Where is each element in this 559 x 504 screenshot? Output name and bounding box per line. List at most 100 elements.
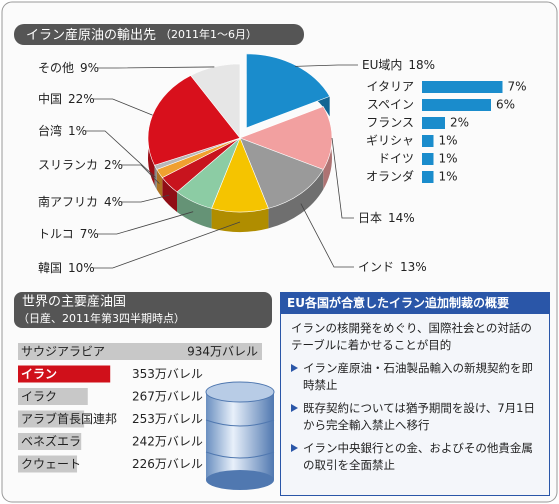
pie-slice	[239, 106, 333, 170]
pie-slice	[246, 53, 331, 129]
leader-line	[121, 164, 160, 184]
title-box	[14, 24, 304, 45]
value-label: 1%	[439, 152, 458, 166]
pie-label: スリランカ 2%	[38, 158, 123, 172]
panel-item: イラン産原油・石油製品輸入の新規契約を即時禁止	[291, 360, 539, 394]
chart-subtitle: （日産、2011年第3四半期時点）	[18, 311, 185, 325]
panel-item: 既存契約については猶予期間を設け、7月1日から完全輸入禁止へ移行	[291, 400, 539, 434]
bar	[18, 433, 82, 450]
bar	[422, 135, 434, 147]
value-label: 934万バレル	[187, 345, 258, 359]
leader-line	[92, 98, 153, 116]
category-label: イラン	[21, 367, 57, 381]
bar	[422, 81, 503, 93]
slice-side	[156, 169, 163, 198]
category-label: アラブ首長国連邦	[21, 411, 117, 426]
category-label: 中国	[38, 91, 62, 106]
value-label: 2%	[450, 116, 469, 130]
category-label: ドイツ	[378, 152, 414, 166]
pie-label: トルコ 7%	[38, 227, 99, 241]
pie-label: 中国 22%	[38, 91, 95, 106]
category-label: EU域内	[362, 58, 402, 72]
value-label: 10%	[68, 261, 95, 275]
value-label: 13%	[400, 260, 427, 274]
leader-line	[97, 66, 215, 69]
category-label: ベネズエラ	[21, 434, 81, 449]
category-label: イタリア	[366, 80, 414, 94]
slice-side	[162, 177, 178, 212]
value-label: 6%	[496, 98, 515, 112]
category-label: 日本	[358, 211, 382, 225]
bar	[422, 153, 434, 165]
barrel	[205, 381, 275, 490]
value-label: 2%	[104, 158, 123, 172]
pie-label: 日本 14%	[358, 211, 415, 225]
pie-label: 韓国 10%	[38, 261, 95, 275]
category-label: スリランカ	[38, 158, 98, 172]
value-label: 22%	[68, 92, 95, 106]
pie-slice	[147, 75, 241, 166]
chart-title: 世界の主要産油国	[22, 294, 126, 310]
category-label: スペイン	[367, 98, 414, 112]
category-label: フランス	[366, 116, 414, 130]
bar	[422, 117, 445, 129]
bar	[18, 365, 111, 383]
category-label: トルコ	[38, 227, 74, 241]
leader-line	[295, 64, 358, 67]
value-label: 1%	[68, 124, 87, 138]
category-label: 台湾	[38, 123, 62, 138]
slice-side	[154, 165, 157, 190]
category-label: その他	[38, 61, 74, 75]
pie-label: 台湾 1%	[38, 123, 87, 138]
leader-line	[85, 130, 156, 178]
panel-text: イランの核開発をめぐり、国際社会との対話のテーブルに着かせることが目的	[291, 321, 532, 352]
leader-line	[300, 203, 354, 268]
category-label: ギリシャ	[366, 134, 414, 148]
pie-slice	[190, 63, 241, 139]
value-label: 242万バレル	[132, 435, 203, 449]
panel-item: イラン中央銀行との金、およびその他貴金属の取引を全面禁止	[291, 440, 539, 474]
slice-side	[268, 169, 324, 229]
panel-title: EU各国が合意したイラン追加制裁の概要	[281, 293, 549, 314]
leader-line	[92, 221, 241, 269]
bar	[18, 343, 262, 360]
value-label: 18%	[408, 58, 435, 72]
value-label: 353万バレル	[132, 367, 203, 381]
value-label: 7%	[80, 227, 99, 241]
category-label: 南アフリカ	[38, 194, 98, 209]
leader-line	[121, 194, 170, 203]
slice-side	[211, 208, 269, 233]
category-label: 韓国	[38, 261, 62, 275]
category-label: オランダ	[366, 169, 414, 184]
value-label: 7%	[508, 80, 527, 94]
value-label: 9%	[80, 61, 99, 75]
category-label: インド	[358, 260, 394, 274]
title-box	[14, 292, 272, 328]
bar	[18, 410, 85, 428]
value-label: 267万バレル	[132, 390, 203, 404]
leader-line	[96, 211, 194, 235]
value-label: 253万バレル	[132, 412, 203, 426]
value-label: 14%	[388, 211, 415, 225]
pie-label: EU域内 18%	[362, 58, 435, 72]
bar	[422, 171, 434, 183]
bar	[18, 388, 88, 405]
value-label: 1%	[439, 170, 458, 184]
pie-label: インド 13%	[358, 260, 427, 274]
bar	[422, 99, 491, 111]
category-label: クウェート	[21, 457, 81, 471]
leader-line	[331, 137, 354, 219]
category-label: サウジアラビア	[21, 345, 105, 359]
slice-side	[177, 191, 212, 229]
chart-title: イラン産原油の輸出先 （2011年1〜6月）	[26, 27, 257, 43]
pie-tops	[147, 53, 333, 213]
value-label: 4%	[104, 195, 123, 209]
value-label: 1%	[439, 134, 458, 148]
value-label: 226万バレル	[132, 457, 203, 471]
pie-label: その他 9%	[38, 61, 99, 75]
sanction-panel: EU各国が合意したイラン追加制裁の概要 イランの核開発をめぐり、国際社会との対話…	[280, 292, 550, 496]
category-label: イラク	[21, 390, 57, 404]
bar	[18, 455, 78, 473]
